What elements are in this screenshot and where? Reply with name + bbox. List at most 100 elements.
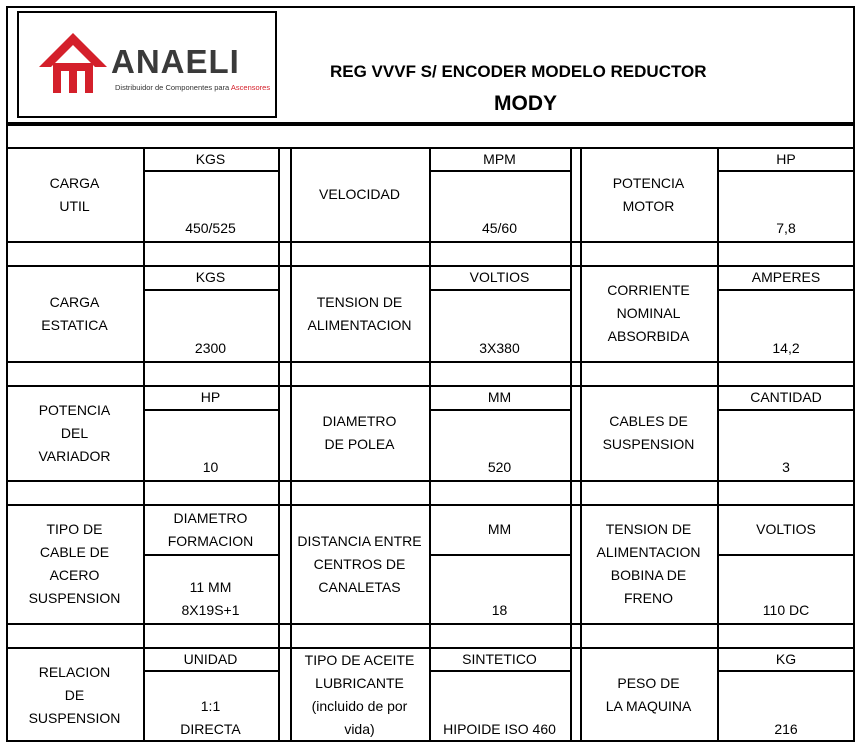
value-col1: 2300 xyxy=(143,337,278,360)
band-divider xyxy=(570,480,572,505)
value-col1-line: 10 xyxy=(202,459,219,475)
label-col1-line: ACERO xyxy=(49,567,100,583)
band-divider xyxy=(290,480,292,505)
label-col1-line: CARGA xyxy=(49,293,100,310)
value-col1-line: 8X19S+1 xyxy=(181,602,240,618)
column-divider xyxy=(570,505,572,623)
separator-bottom xyxy=(6,147,855,149)
separator-top xyxy=(6,480,855,482)
unit-col1: KGS xyxy=(143,148,278,171)
anaeli-logo-icon xyxy=(39,33,107,93)
band-divider xyxy=(290,361,292,386)
value-col3-line: 216 xyxy=(774,721,798,737)
band-divider xyxy=(143,480,145,505)
label-col1-line: DEL xyxy=(60,424,89,441)
value-col2-line: 520 xyxy=(487,459,512,475)
band-divider xyxy=(717,241,719,266)
value-col3: 7,8 xyxy=(717,217,855,240)
band-divider xyxy=(717,361,719,386)
column-divider xyxy=(580,505,582,623)
column-divider xyxy=(143,148,145,241)
value-col3-line: 110 DC xyxy=(762,602,810,618)
column-divider xyxy=(290,648,292,742)
label-col1: CARGA UTIL xyxy=(6,172,143,218)
unit-col2: MPM xyxy=(429,148,570,171)
band-divider xyxy=(570,241,572,266)
band-divider xyxy=(717,623,719,648)
unit-col2-line: MM xyxy=(487,389,512,405)
column-divider xyxy=(278,148,280,241)
column-divider xyxy=(717,505,719,623)
unit-col3: HP xyxy=(717,148,855,171)
label-col2-line: vida) xyxy=(344,721,375,737)
label-col1-line: SUSPENSION xyxy=(28,590,121,606)
unit-col3-line: CANTIDAD xyxy=(750,389,822,405)
value-col1: 11 MM 8X19S+1 xyxy=(143,576,278,622)
column-divider xyxy=(429,505,431,623)
band-divider xyxy=(580,480,582,505)
unit-divider xyxy=(429,670,570,672)
label-col3: CORRIENTE NOMINAL ABSORBIDA xyxy=(580,279,717,348)
band-divider xyxy=(570,623,572,648)
unit-col2: VOLTIOS xyxy=(429,266,570,289)
band-divider xyxy=(143,361,145,386)
label-col2-line: VELOCIDAD xyxy=(319,186,400,202)
unit-divider xyxy=(717,554,855,556)
label-col3-line: CABLES DE xyxy=(609,413,688,429)
value-col1-line: 2300 xyxy=(194,340,227,356)
value-col2-line: 45/60 xyxy=(481,220,518,236)
band-divider xyxy=(717,480,719,505)
unit-divider xyxy=(429,289,570,291)
label-col2-line: TENSION DE xyxy=(316,293,403,310)
value-col3: 110 DC xyxy=(717,599,855,622)
band-divider xyxy=(290,241,292,266)
unit-col3-line: HP xyxy=(776,150,796,167)
label-col3: POTENCIA MOTOR xyxy=(580,172,717,218)
value-col3: 3 xyxy=(717,456,855,479)
value-col1-line: 11 MM xyxy=(189,579,232,595)
unit-divider xyxy=(143,289,278,291)
separator-top xyxy=(6,241,855,243)
label-col2-line: CANALETAS xyxy=(318,578,401,595)
separator-bottom xyxy=(6,385,855,387)
column-divider xyxy=(429,648,431,742)
band-divider xyxy=(278,623,280,648)
value-col1-line: 1:1 xyxy=(200,698,221,714)
unit-divider xyxy=(143,409,278,411)
value-col1-line: 450/525 xyxy=(185,220,236,236)
value-col2: HIPOIDE ISO 460 xyxy=(429,718,570,741)
band-divider xyxy=(429,361,431,386)
value-col3: 216 xyxy=(717,718,855,741)
label-col2-line: LUBRICANTE xyxy=(315,675,404,691)
unit-col1: UNIDAD xyxy=(143,648,278,671)
unit-col1-line: KGS xyxy=(195,269,226,285)
column-divider xyxy=(580,648,582,742)
column-divider xyxy=(717,386,719,480)
unit-col2: MM xyxy=(429,518,570,541)
column-divider xyxy=(580,266,582,361)
unit-col2-line: MPM xyxy=(483,150,516,167)
unit-col3-line: KG xyxy=(775,650,797,667)
value-col3-line: 14,2 xyxy=(772,340,800,356)
label-col3-line: POTENCIA xyxy=(612,174,685,191)
value-col1: 10 xyxy=(143,456,278,479)
value-col1: 450/525 xyxy=(143,217,278,240)
label-col1-line: ESTATICA xyxy=(41,316,108,333)
label-col3-line: CORRIENTE xyxy=(607,282,690,298)
label-col3-line: PESO DE xyxy=(617,675,680,691)
unit-col2-line: SINTETICO xyxy=(462,650,537,667)
unit-col1: HP xyxy=(143,386,278,409)
label-col3-line: SUSPENSION xyxy=(602,436,695,452)
label-col2-line: DIAMETRO xyxy=(322,413,397,429)
column-divider xyxy=(717,648,719,742)
label-col3-line: LA MAQUINA xyxy=(605,698,692,714)
label-col3-line: ABSORBIDA xyxy=(607,328,690,344)
unit-col1-line: KGS xyxy=(195,150,226,167)
label-col3-line: FRENO xyxy=(624,590,673,606)
value-col2-line: HIPOIDE ISO 460 xyxy=(443,721,556,737)
label-col2-line: DE POLEA xyxy=(324,436,395,452)
label-col2-line: TIPO DE ACEITE xyxy=(304,652,415,668)
label-col1-line: TIPO DE xyxy=(46,521,103,537)
unit-col3: AMPERES xyxy=(717,266,855,289)
value-col3-line: 3 xyxy=(782,459,790,475)
